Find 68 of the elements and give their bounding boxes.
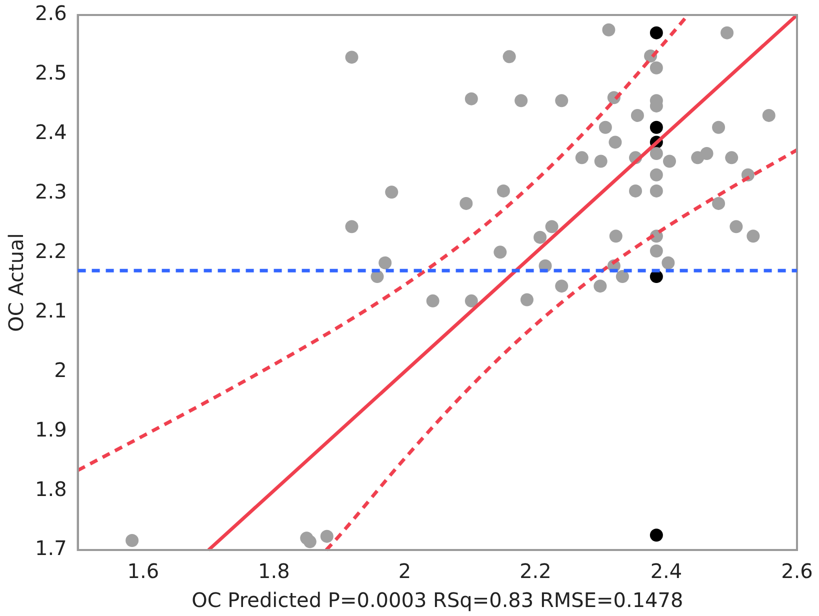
point [629,184,642,198]
point [762,108,776,122]
x-axis-title: OC Predicted P=0.0003 RSq=0.83 RMSE=0.1478 [192,588,684,612]
point [720,26,734,40]
point [345,50,358,64]
x-tick-label: 2.4 [650,559,682,584]
point [426,294,440,308]
y-tick-label: 1.7 [34,536,67,560]
point [598,120,612,134]
point [662,256,675,270]
point [602,23,616,36]
point [725,151,738,164]
point [555,94,568,108]
point [303,535,316,548]
point [663,154,676,168]
point [594,154,608,168]
y-tick-label: 1.8 [34,476,67,501]
y-tick-label: 2.4 [34,120,67,144]
point [630,108,644,122]
point [650,184,663,198]
x-tick-label: 2 [398,559,412,584]
point [385,186,398,199]
point [555,280,568,293]
y-tick-label: 2.5 [34,60,67,85]
y-tick-label: 2.6 [34,1,67,26]
x-tick-label: 1.6 [127,559,160,584]
point [700,147,714,160]
point [545,220,558,234]
y-tick-label: 2.3 [34,180,67,204]
point [650,61,663,74]
point [464,92,478,106]
point [650,120,663,134]
point [378,256,392,270]
point [650,244,663,258]
x-tick-label: 1.8 [258,559,290,584]
point [746,230,760,243]
y-tick-label: 2.1 [34,298,67,322]
point [609,230,622,243]
x-tick-label: 2.2 [520,559,552,584]
point [594,280,607,293]
y-tick-label: 2 [54,358,67,382]
y-tick-label: 2.2 [34,238,67,263]
point [608,136,622,149]
point [520,293,534,306]
point [650,168,663,182]
point [730,220,743,234]
point [534,230,547,244]
point [460,196,473,210]
point [650,147,663,160]
point [464,294,478,308]
line-series [76,16,688,472]
point [320,530,334,543]
point [650,26,663,40]
line-series [324,148,799,552]
x-tick-label: 2.6 [781,559,813,584]
y-tick-label: 1.9 [34,417,67,442]
point [616,270,629,284]
point [712,120,726,134]
point [494,246,507,259]
point [126,534,139,547]
point [712,196,726,210]
y-axis-title: OC Actual [4,233,28,332]
point [650,528,663,542]
point [496,184,510,198]
point [345,220,358,234]
point [502,50,516,64]
point [514,94,528,108]
point [575,151,588,164]
